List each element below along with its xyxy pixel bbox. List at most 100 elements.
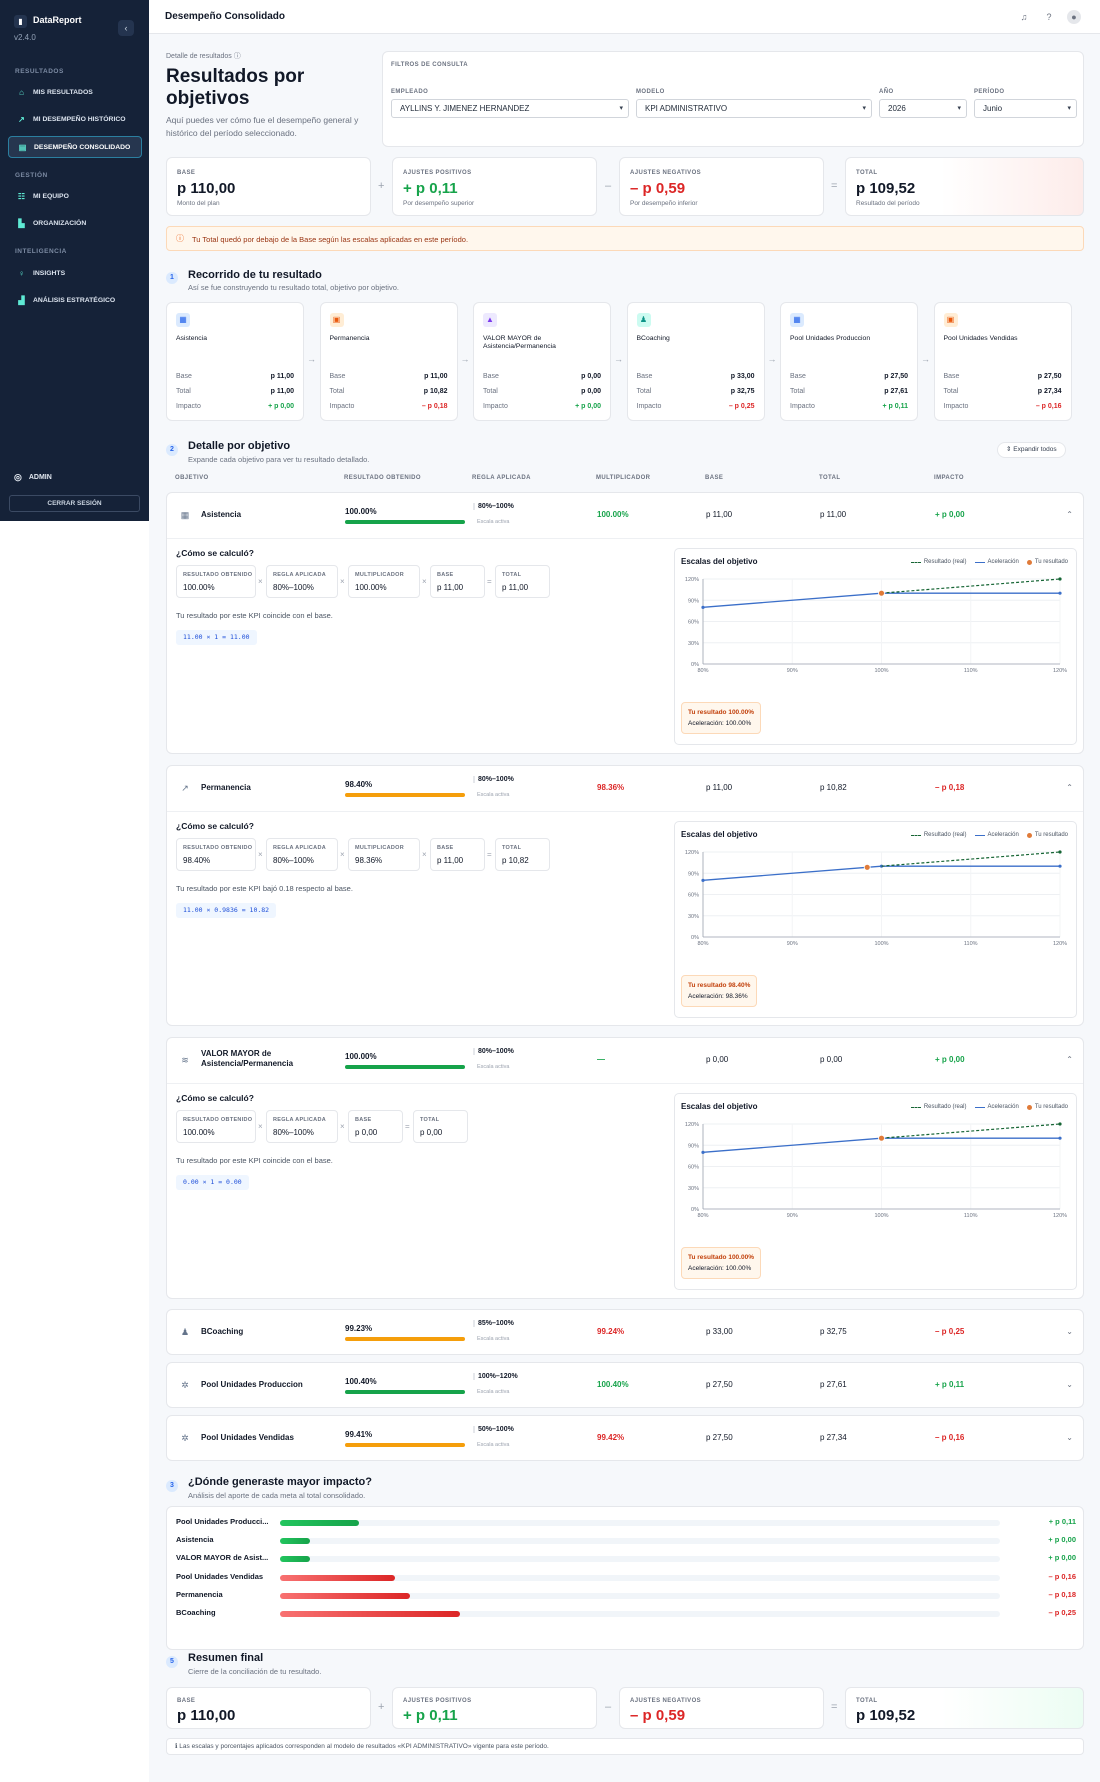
objective-header[interactable]: ✲ Pool Unidades Vendidas 99.41% 50%–100% Esc… [167, 1416, 1083, 1461]
legend-swatch [974, 561, 985, 563]
base-label: BASE [177, 1698, 196, 1704]
help-icon[interactable]: ? [1046, 12, 1052, 22]
calc-pill-res: RESULTADO OBTENIDO 100.00% [176, 565, 256, 598]
how-calculated-title: ¿Cómo se calculó? [176, 548, 254, 558]
journey-row-value: p 27,61 [884, 388, 908, 395]
user-menu[interactable]: ◎ ADMIN [14, 472, 52, 483]
final-negative-card: AJUSTES NEGATIVOS – p 0,59 [619, 1687, 824, 1729]
y-tick-label: 30% [688, 641, 699, 647]
total-card: TOTAL p 109,52 Resultado del período [845, 157, 1084, 216]
impact-row-name: Permanencia [176, 1589, 223, 1599]
calc-pill-label: RESULTADO OBTENIDO [183, 1117, 253, 1123]
impact-bar [280, 1592, 410, 1599]
y-tick-label: 0% [691, 662, 699, 668]
impact-row-name: Asistencia [176, 1535, 214, 1545]
objective-header[interactable]: ✲ Pool Unidades Produccion 100.40% 100%–120… [167, 1363, 1083, 1408]
impact-track [280, 1611, 1000, 1617]
objective-icon: ▦ [176, 313, 190, 327]
objective-header[interactable]: ▦ Asistencia 100.00% 80%–100% Escala activa 1… [167, 493, 1083, 538]
modelo-select[interactable]: KPI ADMINISTRATIVO ▾ [636, 99, 872, 118]
chevron-up-icon[interactable]: ⌃ [1066, 1055, 1073, 1064]
legend-label: Resultado (real) [923, 832, 967, 838]
sidebar-item-label: MI DESEMPEÑO HISTÓRICO [33, 115, 126, 123]
objective-header[interactable]: ≋ VALOR MAYOR de Asistencia/Permanencia 10… [167, 1038, 1083, 1083]
objective-icon: ♟ [636, 313, 651, 327]
journey-row-label: Total [636, 388, 652, 395]
journey-step-card[interactable]: ▲ VALOR MAYOR de Asistencia/Permanencia Ba… [473, 302, 611, 421]
journey-step-card[interactable]: ▦ Asistencia Base p 11,00 Total p 11,00 Impact… [166, 302, 304, 421]
your-result-tag: Tu resultado 100.00% Aceleración: 100.00% [681, 702, 761, 734]
sidebar-item-organizacion[interactable]: ▙ ORGANIZACIÓN [8, 212, 142, 234]
acceleration-point [701, 605, 705, 609]
periodo-value: Junio [983, 104, 1003, 113]
legend-item-accel: Aceleración [974, 559, 1019, 565]
rule-sub: Escala activa [477, 1064, 510, 1070]
chevron-down-icon[interactable]: ⌄ [1066, 1327, 1073, 1336]
sidebar-item-equipo[interactable]: ☷ MI EQUIPO [8, 185, 142, 207]
x-tick-label: 80% [697, 941, 708, 947]
sidebar: ▮ DataReport v2.4.0 ‹ RESULTADOS ⌂ MIS RE… [0, 0, 149, 521]
chevron-up-icon[interactable]: ⌃ [1066, 510, 1073, 519]
neg-value: – p 0,59 [630, 1707, 686, 1724]
legend-label: Aceleración [987, 832, 1019, 838]
rule-value: 85%–100% [473, 1320, 514, 1327]
collapse-sidebar-button[interactable]: ‹ [118, 20, 134, 36]
sidebar-item-historico[interactable]: ↗ MI DESEMPEÑO HISTÓRICO [8, 108, 142, 130]
objective-header[interactable]: ↗ Permanencia 98.40% 80%–100% Escala activa 9… [167, 766, 1083, 811]
operator-symbol: × [340, 850, 345, 859]
your-result-point [863, 863, 871, 871]
journey-step-row: Total p 11,00 [176, 388, 294, 395]
anio-select[interactable]: 2026 ▾ [879, 99, 967, 118]
journey-row-value: – p 0,25 [728, 403, 755, 410]
sidebar-item-insights[interactable]: ♀ INSIGHTS [8, 262, 142, 284]
expand-icon: ⇕ [1006, 446, 1012, 453]
total-value: p 27,34 [820, 1433, 847, 1442]
brand-name: DataReport [33, 15, 82, 25]
result-value: 100.40% [345, 1377, 377, 1386]
base-value: p 110,00 [177, 180, 236, 197]
journey-row-value: p 33,00 [730, 373, 755, 380]
chevron-down-icon[interactable]: ⌄ [1066, 1433, 1073, 1442]
journey-step-card[interactable]: ▦ Pool Unidades Produccion Base p 27,50 Tota… [780, 302, 918, 421]
objective-header[interactable]: ♟ BCoaching 99.23% 85%–100% Escala activa 99.… [167, 1310, 1083, 1355]
bell-icon[interactable]: ♫ [1020, 12, 1028, 22]
equals-operator: = [831, 180, 838, 192]
anio-value: 2026 [888, 104, 906, 113]
objective-scale-chart: Escalas del objetivo Resultado (real) Acel… [674, 548, 1077, 745]
calc-pill-value: 100.00% [183, 583, 215, 592]
chevron-up-icon[interactable]: ⌃ [1066, 783, 1073, 792]
journey-step-card[interactable]: ♟ BCoaching Base p 33,00 Total p 32,75 Impacto… [626, 302, 765, 421]
legend-label: Tu resultado [1034, 559, 1068, 565]
periodo-select[interactable]: Junio ▾ [974, 99, 1077, 118]
brand[interactable]: ▮ DataReport [14, 15, 82, 28]
chevron-down-icon[interactable]: ⌄ [1066, 1380, 1073, 1389]
total-value: p 109,52 [856, 1707, 916, 1724]
journey-row-value: p 32,75 [730, 388, 755, 395]
calc-pill-base: BASE p 11,00 [430, 565, 485, 598]
operator-symbol: × [258, 850, 263, 859]
calc-pill-label: REGLA APLICADA [273, 1117, 326, 1123]
avatar[interactable]: ● [1067, 10, 1081, 24]
sidebar-item-analisis[interactable]: ▟ ANÁLISIS ESTRATÉGICO [8, 289, 142, 311]
impact-row-name: Pool Unidades Producci... [176, 1517, 269, 1526]
user-icon: ◎ [14, 472, 22, 482]
journey-row-value: p 11,00 [270, 373, 294, 380]
objective-name: VALOR MAYOR de Asistencia/Permanencia [201, 1049, 294, 1068]
acceleration-point [879, 864, 884, 868]
arrow-right-icon: → [307, 354, 316, 364]
expand-all-button[interactable]: ⇕ Expandir todos [997, 442, 1066, 458]
impact-subtitle: Análisis del aporte de cada meta al tota… [188, 1491, 366, 1500]
sidebar-item-consolidado[interactable]: ▤ DESEMPEÑO CONSOLIDADO [8, 136, 142, 158]
logout-button[interactable]: CERRAR SESIÓN [9, 495, 140, 512]
sidebar-item-mis-resultados[interactable]: ⌂ MIS RESULTADOS [8, 81, 142, 103]
journey-row-value: p 10,82 [423, 388, 448, 395]
legend-swatch [910, 834, 921, 836]
neg-label: AJUSTES NEGATIVOS [630, 170, 702, 176]
objective-card: ↗ Permanencia 98.40% 80%–100% Escala activa 9… [166, 765, 1084, 1026]
journey-step-card[interactable]: ▣ Pool Unidades Vendidas Base p 27,50 Total p… [933, 302, 1072, 421]
journey-step-card[interactable]: ▣ Permanencia Base p 11,00 Total p 10,82 Impac… [319, 302, 458, 421]
base-sub: Monto del plan [177, 200, 220, 207]
empleado-select[interactable]: AYLLINS Y. JIMENEZ HERNANDEZ ▾ [391, 99, 629, 118]
calc-pill-value: p 11,00 [502, 583, 529, 592]
impact-row-value: + p 0,11 [1048, 1517, 1076, 1526]
